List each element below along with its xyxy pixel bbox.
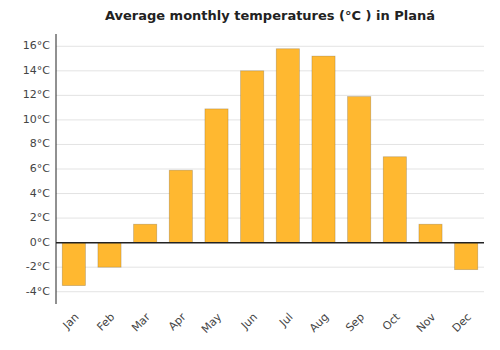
bar — [383, 157, 406, 243]
y-tick-label: 16°C — [23, 39, 50, 52]
y-axis-line — [56, 34, 57, 304]
bar — [241, 71, 264, 243]
grid-line — [56, 95, 484, 96]
grid-line — [56, 119, 484, 120]
chart-svg: Average monthly temperatures (°C ) in Pl… — [0, 0, 500, 350]
y-tick-label: 0°C — [30, 236, 50, 249]
y-tick-label: 12°C — [23, 88, 50, 101]
bar — [62, 243, 85, 286]
x-tick-label: Mar — [129, 310, 153, 334]
bars — [62, 49, 478, 286]
y-tick-label: 2°C — [30, 211, 50, 224]
grid-line — [56, 46, 484, 47]
x-tick-label: Dec — [450, 311, 474, 335]
bar — [312, 56, 335, 243]
title: Average monthly temperatures (°C ) in Pl… — [105, 8, 435, 23]
x-tick-label: Aug — [307, 311, 331, 335]
x-tick-label: Jan — [60, 311, 82, 333]
y-tick-label: -2°C — [26, 260, 50, 273]
grid-line — [56, 193, 484, 194]
chart-container: Average monthly temperatures (°C ) in Pl… — [0, 0, 500, 350]
x-tick-label: Oct — [380, 310, 403, 333]
bar — [98, 243, 121, 268]
page: {"chart_data": {"type": "bar", "title": … — [0, 0, 500, 350]
bar — [348, 97, 371, 243]
zero-line — [56, 242, 484, 244]
bar — [276, 49, 299, 243]
grid-line — [56, 144, 484, 145]
bar — [134, 224, 157, 242]
x-tick-labels: Jan Feb Mar Apr May Jun Jul Aug Sep Oct Nov Dec — [60, 310, 474, 336]
grid-line — [56, 242, 484, 243]
x-tick-label: Feb — [94, 311, 117, 334]
y-tick-label: 4°C — [30, 187, 50, 200]
x-tick-label: Jun — [238, 311, 260, 333]
y-tick-label: -4°C — [26, 285, 50, 298]
x-tick-label: May — [199, 310, 225, 336]
x-tick-label: Apr — [166, 310, 189, 333]
x-tick-label: Nov — [414, 310, 439, 335]
bar — [419, 224, 442, 242]
bar — [205, 109, 228, 243]
x-tick-label: Jul — [276, 311, 295, 330]
grid-line — [56, 70, 484, 71]
grid — [56, 46, 484, 291]
y-tick-label: 8°C — [30, 137, 50, 150]
y-tick-label: 10°C — [23, 113, 50, 126]
bar — [455, 243, 478, 270]
y-tick-labels: -4°C -2°C 0°C 2°C 4°C 6°C 8°C 10°C 12°C 14°C 16°C — [23, 39, 50, 297]
grid-line — [56, 169, 484, 170]
grid-line — [56, 218, 484, 219]
y-tick-label: 6°C — [30, 162, 50, 175]
bar — [169, 170, 192, 242]
x-tick-label: Sep — [343, 311, 367, 335]
y-tick-label: 14°C — [23, 64, 50, 77]
grid-line — [56, 291, 484, 292]
